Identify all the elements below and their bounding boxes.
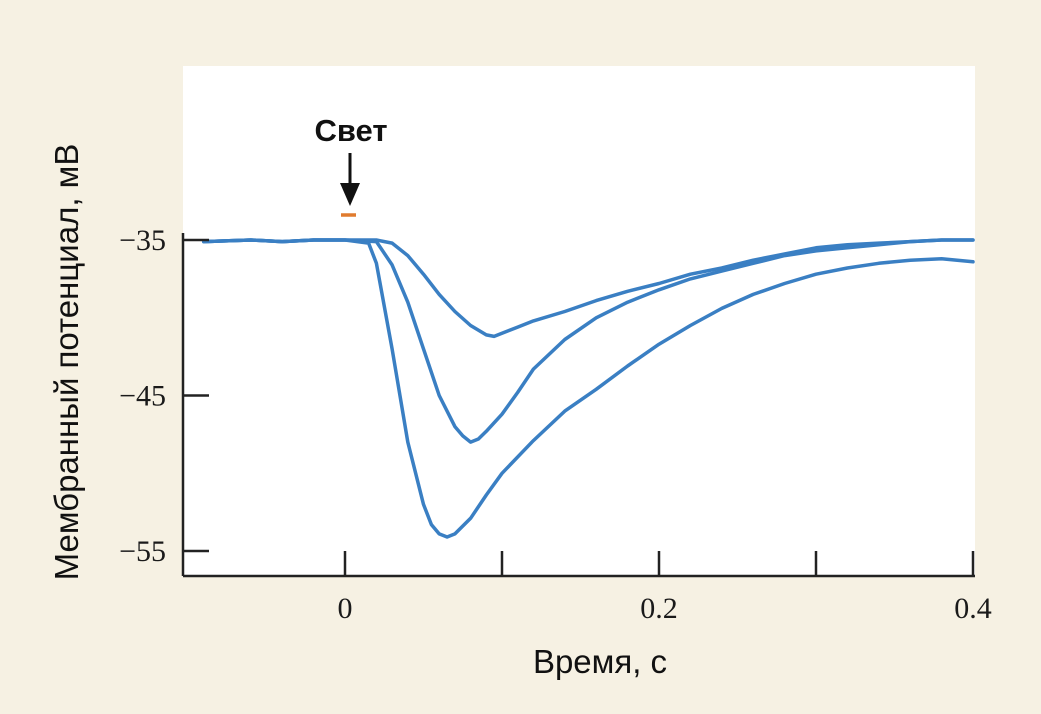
x-tick-label: 0 xyxy=(338,592,353,625)
y-axis-title: Мембранный потенциал, мВ xyxy=(48,144,85,581)
plot-area xyxy=(183,66,975,576)
y-tick-label: −35 xyxy=(119,224,166,257)
light-annotation: Свет xyxy=(314,113,388,217)
x-tick-label: 0.4 xyxy=(954,592,992,625)
y-tick-label: −45 xyxy=(119,380,166,413)
x-axis-title: Время, с xyxy=(533,643,667,680)
x-tick-label: 0.2 xyxy=(640,592,678,625)
series-line-3 xyxy=(201,238,975,539)
series-line-2 xyxy=(201,238,975,444)
light-label: Свет xyxy=(314,113,387,148)
axis-layer: −35 −45 −55 0 0.2 0.4 xyxy=(119,224,992,625)
y-tick-label: −55 xyxy=(119,535,166,568)
series-layer xyxy=(201,238,975,539)
light-arrow-head-icon xyxy=(340,183,360,206)
